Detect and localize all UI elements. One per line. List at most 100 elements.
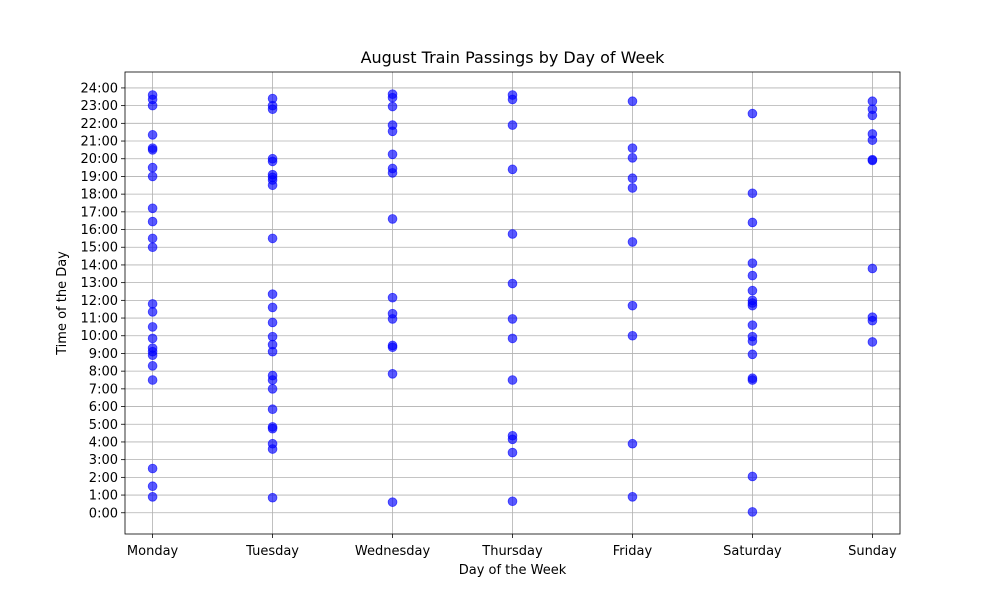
scatter-point (147, 216, 158, 227)
y-tick-label-4: 4:00 (89, 435, 118, 450)
y-tick-label-17: 17:00 (81, 205, 118, 220)
scatter-point (507, 434, 518, 445)
y-tick-label-9: 9:00 (89, 347, 118, 362)
scatter-point (627, 173, 638, 184)
scatter-point (387, 168, 398, 178)
scatter-point (147, 481, 158, 492)
scatter-point (627, 300, 638, 311)
scatter-point (267, 331, 278, 342)
scatter-point (627, 183, 638, 193)
scatter-point (627, 153, 638, 163)
y-tick-label-8: 8:00 (89, 365, 118, 380)
y-tick-label-19: 19:00 (81, 170, 118, 185)
scatter-point (627, 96, 638, 107)
scatter-point (267, 492, 278, 503)
y-tick-label-0: 0:00 (89, 506, 118, 521)
scatter-point (627, 492, 638, 502)
scatter-point (147, 322, 158, 332)
scatter-point (267, 346, 278, 357)
scatter-point (267, 444, 278, 454)
scatter-point (867, 315, 878, 326)
y-tick-label-11: 11:00 (81, 312, 118, 327)
scatter-point (267, 423, 278, 434)
scatter-point (507, 164, 518, 175)
y-tick-label-24: 24:00 (81, 81, 118, 96)
scatter-point (267, 317, 278, 328)
scatter-point (507, 278, 518, 289)
scatter-point (267, 404, 278, 415)
scatter-point (747, 188, 758, 199)
scatter-point (867, 110, 878, 121)
y-tick-label-12: 12:00 (81, 294, 118, 309)
point-layer (147, 89, 878, 517)
scatter-point (507, 314, 518, 324)
plot-frame (124, 71, 901, 535)
scatter-point (147, 299, 158, 309)
scatter-point (267, 375, 278, 385)
scatter-point (147, 375, 158, 385)
scatter-point (627, 330, 638, 341)
y-tick-label-3: 3:00 (89, 453, 118, 468)
scatter-point (147, 162, 158, 173)
scatter-point (507, 94, 518, 105)
scatter-point (747, 336, 758, 346)
y-tick-label-23: 23:00 (81, 99, 118, 114)
scatter-point (747, 507, 758, 517)
scatter-point (147, 171, 158, 182)
scatter-point (147, 492, 158, 502)
scatter-point (867, 337, 878, 347)
scatter-point (267, 289, 278, 299)
scatter-point (747, 320, 758, 330)
scatter-point (387, 149, 398, 160)
scatter-point (507, 447, 518, 458)
scatter-point (267, 104, 278, 114)
scatter-point (627, 438, 638, 449)
scatter-point (267, 302, 278, 313)
scatter-point (267, 180, 278, 191)
scatter-point (147, 233, 158, 244)
y-tick-label-7: 7:00 (89, 382, 118, 397)
y-tick-label-20: 20:00 (81, 152, 118, 167)
y-tick-label-16: 16:00 (81, 223, 118, 238)
scatter-point (867, 96, 878, 107)
scatter-point (747, 270, 758, 281)
x-tick-label-monday: Monday (127, 544, 179, 559)
scatter-point (747, 217, 758, 228)
scatter-point (867, 155, 878, 166)
chart-title: August Train Passings by Day of Week (361, 48, 666, 67)
scatter-point (507, 496, 518, 507)
scatter-point (387, 369, 398, 379)
scatter-point (867, 263, 878, 274)
x-tick-label-thursday: Thursday (481, 544, 543, 559)
x-tick-label-saturday: Saturday (723, 544, 782, 559)
scatter-point (747, 349, 758, 360)
scatter-point (147, 307, 158, 317)
scatter-point (507, 120, 518, 130)
y-tick-label-5: 5:00 (89, 418, 118, 433)
x-tick-label-wednesday: Wednesday (355, 544, 431, 559)
scatter-point (267, 156, 278, 167)
scatter-point (867, 135, 878, 145)
y-tick-label-18: 18:00 (81, 188, 118, 203)
scatter-point (747, 108, 758, 119)
y-tick-label-6: 6:00 (89, 400, 118, 415)
y-tick-label-13: 13:00 (81, 276, 118, 291)
scatter-point (267, 233, 278, 244)
y-tick-label-1: 1:00 (89, 489, 118, 504)
scatter-point (147, 333, 158, 344)
y-tick-label-15: 15:00 (81, 241, 118, 256)
y-tick-label-10: 10:00 (81, 329, 118, 344)
scatter-point (147, 463, 158, 474)
scatter-point (147, 203, 158, 214)
scatter-point (747, 258, 758, 268)
scatter-point (747, 300, 758, 311)
scatter-point (387, 126, 398, 137)
scatter-point (387, 342, 398, 353)
scatter-point (267, 384, 278, 394)
y-tick-label-22: 22:00 (81, 117, 118, 132)
scatter-point (147, 361, 158, 371)
scatter-point (387, 92, 398, 103)
scatter-point (387, 101, 398, 112)
x-tick-label-sunday: Sunday (848, 544, 897, 559)
